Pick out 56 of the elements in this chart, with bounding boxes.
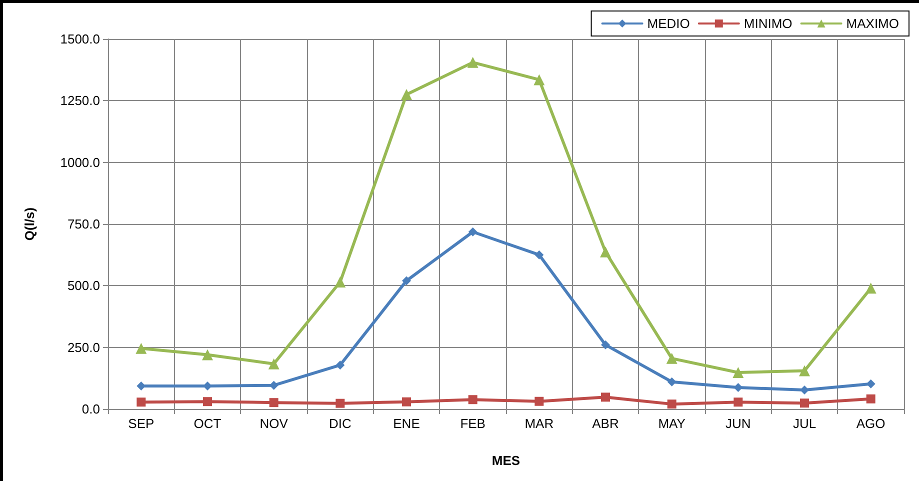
y-tick-label: 750.0 bbox=[67, 216, 100, 232]
point bbox=[268, 358, 280, 370]
x-tick-label: JUL bbox=[792, 416, 816, 431]
x-tick-label: AGO bbox=[856, 416, 886, 431]
x-tick-label: NOV bbox=[260, 416, 288, 431]
y-tick-label: 500.0 bbox=[67, 278, 100, 294]
point bbox=[401, 89, 412, 100]
point bbox=[667, 400, 676, 409]
point bbox=[336, 398, 345, 408]
legend-label: MEDIO bbox=[647, 16, 690, 31]
point bbox=[136, 398, 146, 407]
point bbox=[799, 365, 810, 376]
point bbox=[202, 349, 213, 360]
x-tick-label: MAR bbox=[524, 416, 554, 431]
point bbox=[865, 282, 876, 294]
point bbox=[269, 398, 278, 408]
point bbox=[732, 366, 744, 378]
point bbox=[136, 342, 147, 354]
point bbox=[203, 397, 212, 406]
point bbox=[402, 276, 411, 286]
point bbox=[800, 386, 809, 395]
point bbox=[467, 56, 478, 68]
y-tick-label: 1000.0 bbox=[60, 154, 100, 170]
x-tick-label: JUN bbox=[726, 416, 751, 431]
x-tick-label: FEB bbox=[460, 416, 486, 431]
x-tick-label: MAY bbox=[658, 416, 686, 431]
x-tick-label: DIC bbox=[328, 416, 352, 431]
point bbox=[866, 394, 876, 404]
x-tick-label: ENE bbox=[393, 416, 420, 431]
x-tick-label: SEP bbox=[128, 416, 154, 431]
point bbox=[336, 360, 345, 370]
point bbox=[666, 352, 678, 364]
point bbox=[402, 397, 411, 406]
point bbox=[866, 379, 876, 388]
y-axis-title: Q(l/s) bbox=[22, 207, 37, 241]
point bbox=[734, 398, 743, 407]
point bbox=[534, 250, 544, 260]
point bbox=[667, 377, 676, 386]
y-tick-label: 250.0 bbox=[67, 340, 100, 355]
x-tick-label: OCT bbox=[194, 416, 222, 431]
point bbox=[601, 392, 610, 402]
y-tick-label: 1250.0 bbox=[60, 93, 100, 108]
point bbox=[800, 398, 809, 408]
y-tick-label: 1500.0 bbox=[60, 32, 100, 46]
legend-label: MAXIMO bbox=[846, 16, 900, 31]
point bbox=[468, 395, 478, 404]
point bbox=[534, 396, 544, 406]
point bbox=[601, 340, 610, 350]
point bbox=[334, 276, 346, 288]
x-axis-title: MES bbox=[492, 453, 520, 468]
point bbox=[468, 227, 478, 236]
x-tick-label: ABR bbox=[592, 416, 619, 431]
legend-label: MINIMO bbox=[744, 16, 792, 31]
point bbox=[534, 74, 545, 86]
point bbox=[600, 246, 611, 258]
y-tick-label: 0.0 bbox=[82, 402, 100, 416]
